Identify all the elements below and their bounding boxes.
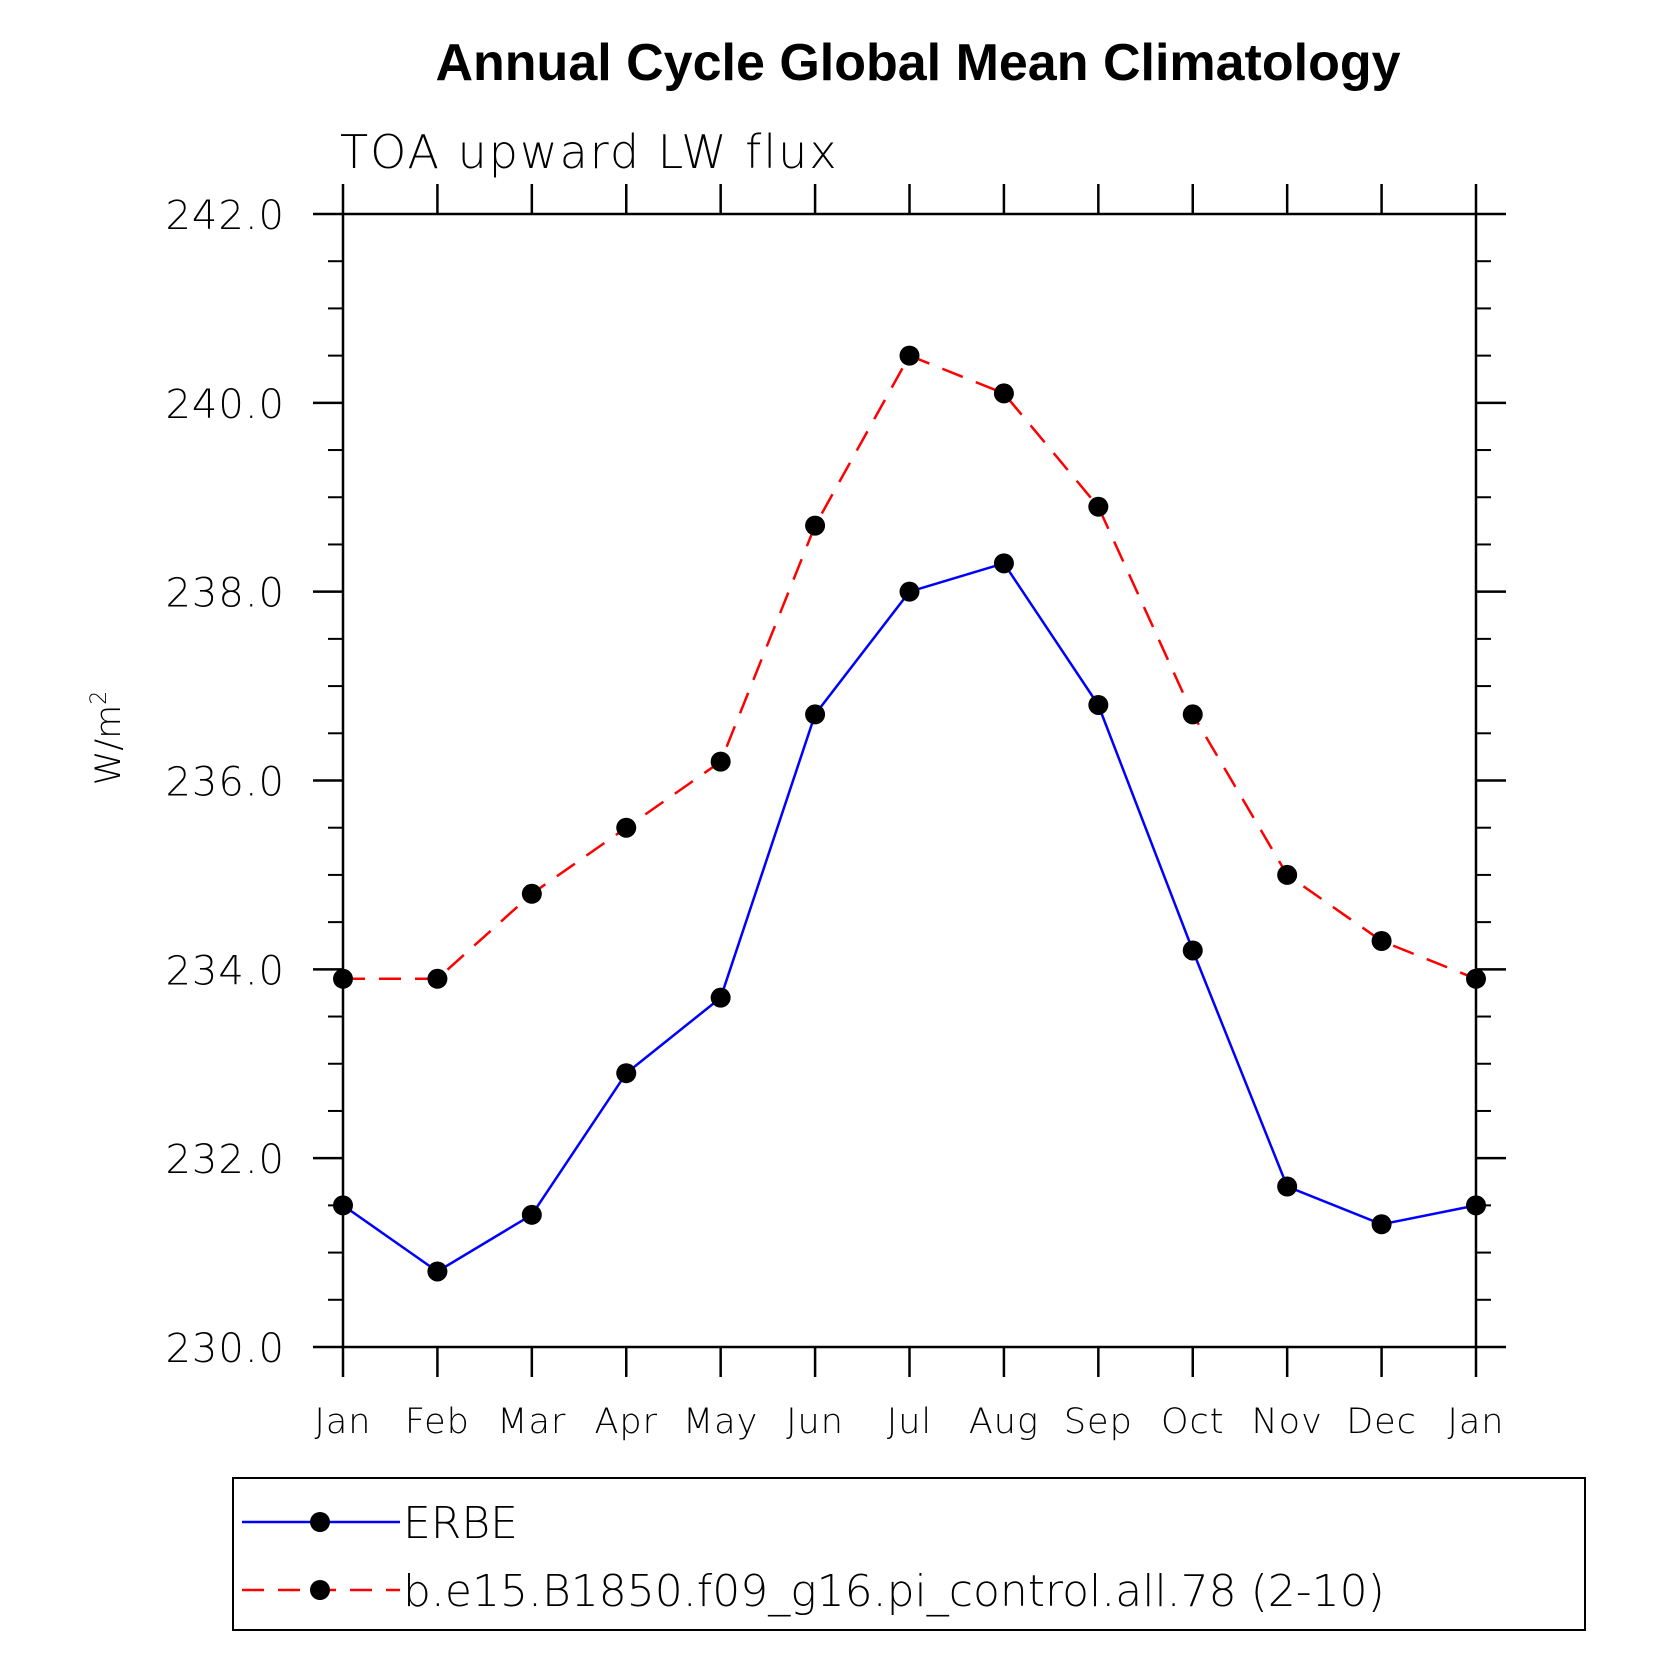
data-point-s0-11 xyxy=(1371,1214,1392,1235)
x-tick-labels: Jan Feb Mar Apr May Jun Jul Aug Sep Oct Nov Dec Jan xyxy=(315,1402,1505,1442)
y-tick-label: 232.0 xyxy=(165,1137,285,1183)
data-point-s0-9 xyxy=(1182,940,1203,961)
legend-box xyxy=(232,1477,1586,1631)
x-tick-label: Feb xyxy=(405,1402,470,1442)
data-point-s1-8 xyxy=(1088,496,1109,517)
y-axis-label-text: W/m xyxy=(89,705,129,786)
x-tick-label: Jan xyxy=(1448,1402,1505,1442)
x-tick-label: Sep xyxy=(1064,1402,1133,1442)
data-point-s0-5 xyxy=(805,704,826,725)
data-point-s1-6 xyxy=(899,345,920,366)
y-tick-label: 234.0 xyxy=(165,948,285,994)
data-point-s1-10 xyxy=(1277,864,1298,885)
x-tick-label: Jul xyxy=(887,1402,932,1442)
data-point-s0-0 xyxy=(333,1195,353,1216)
data-point-s0-8 xyxy=(1088,694,1109,715)
x-tick-label: Dec xyxy=(1346,1402,1417,1442)
series-line-1 xyxy=(343,354,1477,981)
y-axis-label-superscript: 2 xyxy=(87,691,112,705)
data-point-s1-7 xyxy=(993,383,1014,404)
plot-frame xyxy=(341,212,1478,1349)
data-point-s1-4 xyxy=(710,751,731,772)
x-tick-label: Nov xyxy=(1252,1402,1323,1442)
x-tick-label: Jun xyxy=(786,1402,844,1442)
y-tick-label: 242.0 xyxy=(165,193,285,239)
legend-label-0: ERBE xyxy=(403,1498,518,1549)
data-point-s1-9 xyxy=(1182,704,1203,725)
data-point-s0-7 xyxy=(993,553,1014,574)
series-line-0 xyxy=(342,561,1477,1273)
x-tick-label: Mar xyxy=(497,1402,566,1442)
y-axis-label: W/m2 xyxy=(87,691,129,786)
y-tick-label: 236.0 xyxy=(165,760,285,806)
data-point-s0-2 xyxy=(521,1204,542,1225)
x-tick-label: Oct xyxy=(1161,1402,1225,1442)
data-point-s1-5 xyxy=(805,515,826,536)
series-points xyxy=(333,345,1486,1282)
y-tick-label: 238.0 xyxy=(165,571,285,617)
data-point-s1-3 xyxy=(616,817,637,838)
x-tick-label: May xyxy=(683,1402,758,1442)
data-point-s1-0 xyxy=(333,968,353,989)
x-tick-label: Apr xyxy=(594,1402,658,1442)
data-point-s0-12 xyxy=(1466,1195,1486,1216)
data-point-s0-4 xyxy=(710,987,731,1008)
data-point-s0-6 xyxy=(899,581,920,602)
legend-label-1: b.e15.B1850.f09_g16.pi_control.all.78 (2… xyxy=(403,1566,1385,1617)
y-tick-label: 240.0 xyxy=(165,382,285,428)
x-tick-label: Aug xyxy=(969,1402,1039,1442)
axis-ticks xyxy=(313,184,1506,1377)
data-point-s0-3 xyxy=(616,1063,637,1084)
data-point-s1-1 xyxy=(427,968,448,989)
data-point-s1-2 xyxy=(521,883,542,904)
x-tick-label: Jan xyxy=(315,1402,372,1442)
data-point-s0-10 xyxy=(1277,1176,1298,1197)
legend-marker-0 xyxy=(310,1512,330,1532)
data-point-s0-1 xyxy=(427,1261,448,1282)
y-tick-labels: 230.0 232.0 234.0 236.0 238.0 240.0 242.0 xyxy=(165,193,285,1372)
legend-marker-1 xyxy=(310,1580,330,1600)
chart-subtitle: TOA upward LW flux xyxy=(340,125,839,179)
series-lines xyxy=(342,354,1477,1273)
svg-text:W/m2: W/m2 xyxy=(87,691,129,786)
data-point-s1-11 xyxy=(1371,931,1392,952)
y-tick-label: 230.0 xyxy=(165,1326,285,1372)
legend: ERBE b.e15.B1850.f09_g16.pi_control.all.7… xyxy=(232,1477,1586,1631)
chart-title: Annual Cycle Global Mean Climatology xyxy=(435,34,1400,92)
data-point-s1-12 xyxy=(1466,968,1486,989)
